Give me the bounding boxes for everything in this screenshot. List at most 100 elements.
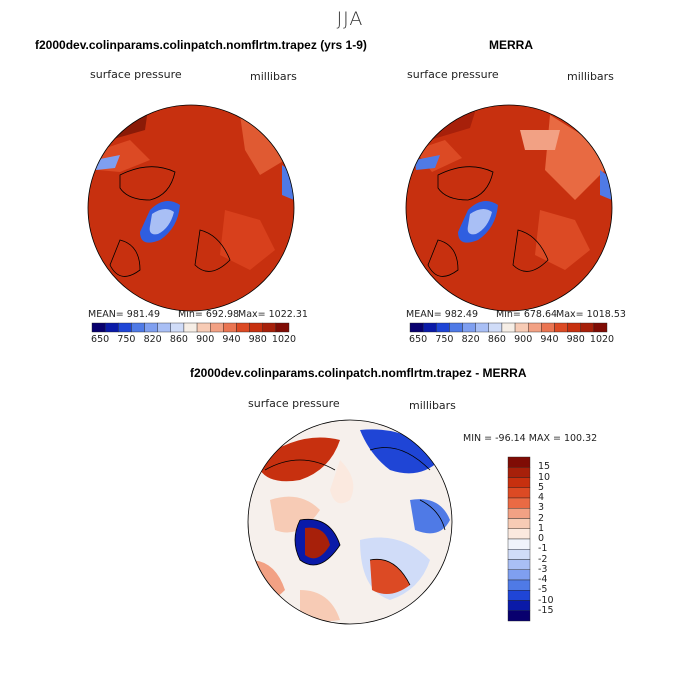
panel2-units-label: millibars bbox=[567, 70, 614, 83]
panel2-title: MERRA bbox=[489, 38, 533, 52]
colorbar-swatch bbox=[157, 322, 172, 333]
panel3-minmax: MIN = -96.14 MAX = 100.32 bbox=[463, 433, 598, 444]
colorbar-diff bbox=[507, 456, 531, 622]
colorbar-swatch bbox=[507, 569, 531, 581]
panel2-mean: MEAN= 982.49 bbox=[406, 309, 479, 320]
colorbar-tick-label: 1020 bbox=[589, 334, 615, 345]
colorbar-swatch bbox=[507, 600, 531, 611]
colorbar-swatch bbox=[507, 456, 531, 468]
colorbar-swatch bbox=[580, 322, 595, 333]
colorbar-swatch bbox=[409, 322, 424, 333]
colorbar-swatch bbox=[507, 590, 531, 601]
panel2-max: Max= 1018.53 bbox=[556, 309, 626, 320]
colorbar-swatch bbox=[488, 322, 503, 333]
colorbar-tick-label: -10 bbox=[538, 594, 554, 606]
panel1-title: f2000dev.colinparams.colinpatch.nomflrtm… bbox=[35, 38, 367, 52]
panel3-title: f2000dev.colinparams.colinpatch.nomflrtm… bbox=[190, 366, 527, 380]
colorbar-tick-label: 15 bbox=[538, 461, 551, 473]
colorbar-tick-label: 0 bbox=[538, 533, 545, 544]
colorbar-tick-label: 980 bbox=[566, 334, 585, 345]
colorbar-tick-label: 900 bbox=[514, 334, 533, 345]
colorbar-swatch bbox=[507, 487, 531, 499]
colorbar-swatch bbox=[262, 322, 277, 333]
colorbar-tick-label: 650 bbox=[409, 334, 428, 345]
colorbar-swatch bbox=[507, 538, 531, 550]
colorbar-tick-label: 650 bbox=[91, 334, 110, 345]
colorbar-swatch bbox=[236, 322, 250, 333]
colorbar-swatch bbox=[144, 322, 158, 333]
colorbar-tick-label: 940 bbox=[540, 334, 559, 345]
panel1-min: Min= 692.98 bbox=[178, 309, 240, 320]
colorbar-tick-label: -3 bbox=[538, 563, 548, 575]
colorbar-swatch bbox=[541, 322, 555, 333]
panel2-map bbox=[406, 105, 612, 311]
colorbar-tick-label: 1 bbox=[538, 522, 545, 534]
colorbar-swatch bbox=[118, 322, 132, 333]
colorbar-panel2 bbox=[409, 322, 608, 333]
colorbar-tick-label: 750 bbox=[117, 334, 136, 345]
colorbar-swatch bbox=[422, 322, 437, 333]
colorbar-swatch bbox=[514, 322, 529, 333]
panel1-map bbox=[88, 105, 294, 311]
panel1-frame bbox=[87, 104, 295, 312]
colorbar-swatch bbox=[131, 322, 145, 333]
colorbar-tick-label: 900 bbox=[196, 334, 215, 345]
colorbar-tick-label: 5 bbox=[538, 481, 545, 493]
colorbar-swatch bbox=[507, 610, 531, 622]
colorbar-swatch bbox=[567, 322, 581, 333]
colorbar-tick-label: 750 bbox=[435, 334, 454, 345]
panel1-mean: MEAN= 981.49 bbox=[88, 309, 161, 320]
panel3-variable-label: surface pressure bbox=[248, 397, 340, 410]
colorbar-swatch bbox=[223, 322, 237, 333]
colorbar-tick-label: 2 bbox=[538, 512, 545, 524]
panel2-variable-label: surface pressure bbox=[407, 68, 499, 81]
colorbar-swatch bbox=[593, 322, 608, 333]
colorbar-tick-label: -2 bbox=[538, 553, 548, 565]
colorbar-swatch bbox=[554, 322, 568, 333]
colorbar-swatch bbox=[209, 322, 224, 333]
colorbar-tick-label: -1 bbox=[538, 543, 548, 555]
colorbar-tick-label: -5 bbox=[538, 584, 548, 596]
colorbar-swatch bbox=[104, 322, 119, 333]
colorbar-swatch bbox=[501, 322, 516, 333]
colorbar-tick-label: 3 bbox=[538, 502, 545, 514]
colorbar-swatch bbox=[507, 559, 531, 570]
colorbar-swatch bbox=[507, 528, 531, 540]
panel3-units-label: millibars bbox=[409, 399, 456, 412]
panel2-min: Min= 678.64 bbox=[496, 309, 558, 320]
colorbar-tick-label: -4 bbox=[538, 574, 548, 585]
colorbar-swatch bbox=[196, 322, 211, 333]
panel2-frame bbox=[405, 104, 613, 312]
colorbar-tick-label: -15 bbox=[538, 604, 554, 616]
colorbar-swatch bbox=[507, 579, 531, 591]
colorbar-swatch bbox=[170, 322, 185, 333]
colorbar-swatch bbox=[449, 322, 463, 333]
colorbar-swatch bbox=[507, 477, 531, 488]
colorbar-swatch bbox=[462, 322, 476, 333]
colorbar-tick-label: 980 bbox=[248, 334, 267, 345]
colorbar-swatch bbox=[507, 508, 531, 519]
colorbar-swatch bbox=[507, 549, 531, 560]
panel1-max: Max= 1022.31 bbox=[238, 309, 308, 320]
colorbar-swatch bbox=[275, 322, 290, 333]
colorbar-swatch bbox=[436, 322, 450, 333]
colorbar-swatch bbox=[91, 322, 106, 333]
colorbar-tick-label: 820 bbox=[461, 334, 480, 345]
colorbar-swatch bbox=[249, 322, 263, 333]
colorbar-swatch bbox=[507, 518, 531, 529]
colorbar-tick-label: 10 bbox=[538, 471, 551, 483]
panel3-map bbox=[248, 420, 452, 624]
season-title: JJA bbox=[336, 8, 364, 30]
colorbar-swatch bbox=[528, 322, 542, 333]
colorbar-swatch bbox=[507, 497, 531, 509]
colorbar-tick-label: 940 bbox=[222, 334, 241, 345]
panel1-units-label: millibars bbox=[250, 70, 297, 83]
colorbar-swatch bbox=[507, 467, 531, 478]
panel1-variable-label: surface pressure bbox=[90, 68, 182, 81]
colorbar-tick-label: 860 bbox=[169, 334, 188, 345]
colorbar-tick-label: 4 bbox=[538, 492, 545, 503]
colorbar-panel1 bbox=[91, 322, 290, 333]
panel3-frame bbox=[247, 419, 453, 625]
colorbar-tick-label: 860 bbox=[487, 334, 506, 345]
